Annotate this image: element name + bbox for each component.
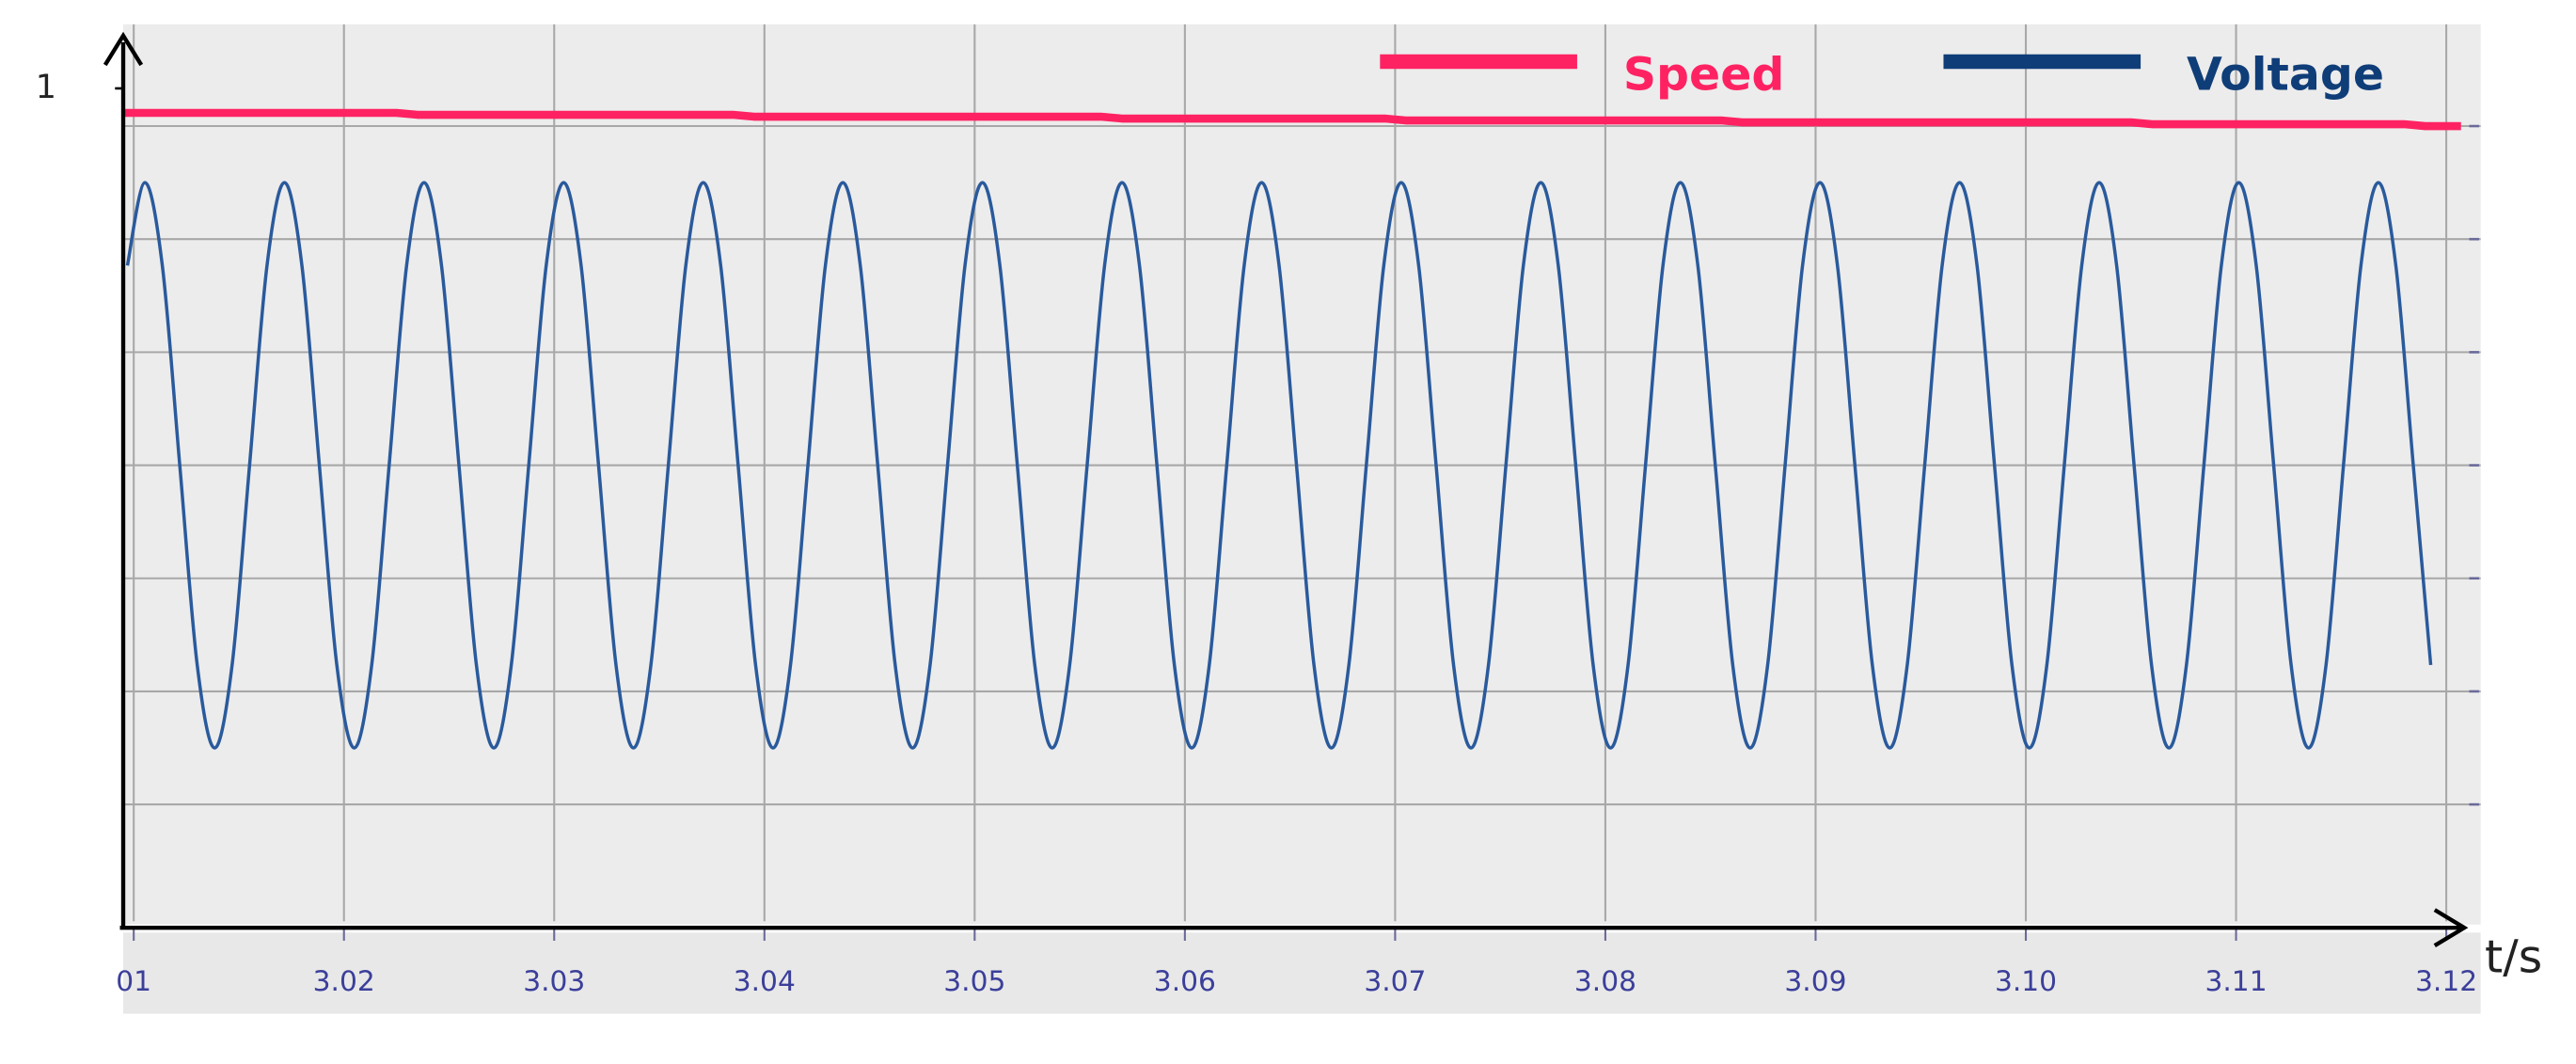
x-tick-label: 3.03 (523, 965, 585, 997)
x-tick-label: 3.12 (2415, 965, 2477, 997)
series-line (123, 108, 2461, 131)
x-axis-label: t/s (2485, 931, 2542, 984)
x-tick-label: 01 (116, 965, 151, 997)
grid (123, 24, 2481, 941)
x-tick-label: 3.06 (1154, 965, 1216, 997)
x-axis-arrow (2433, 908, 2469, 947)
x-tick-label: 3.04 (734, 965, 796, 997)
x-tick-label: 3.09 (1784, 965, 1846, 997)
legend-label: Speed (1623, 49, 1785, 102)
plot-background (123, 24, 2481, 925)
x-tick-label: 3.11 (2205, 965, 2267, 997)
x-tick-label: 3.02 (313, 965, 375, 997)
x-tick-label: 3.08 (1574, 965, 1636, 997)
series-line (125, 181, 2433, 750)
legend: Speed Voltage (1380, 49, 2384, 102)
x-tick-label: 3.07 (1364, 965, 1426, 997)
y-axis-arrow (103, 31, 144, 67)
y-tick-label: 1 (36, 69, 56, 106)
x-tick-label: 3.05 (943, 965, 1005, 997)
x-tick-label: 3.10 (1995, 965, 2057, 997)
series-layer (123, 108, 2461, 750)
legend-label: Voltage (2187, 49, 2384, 102)
x-label-strip (123, 932, 2481, 1014)
